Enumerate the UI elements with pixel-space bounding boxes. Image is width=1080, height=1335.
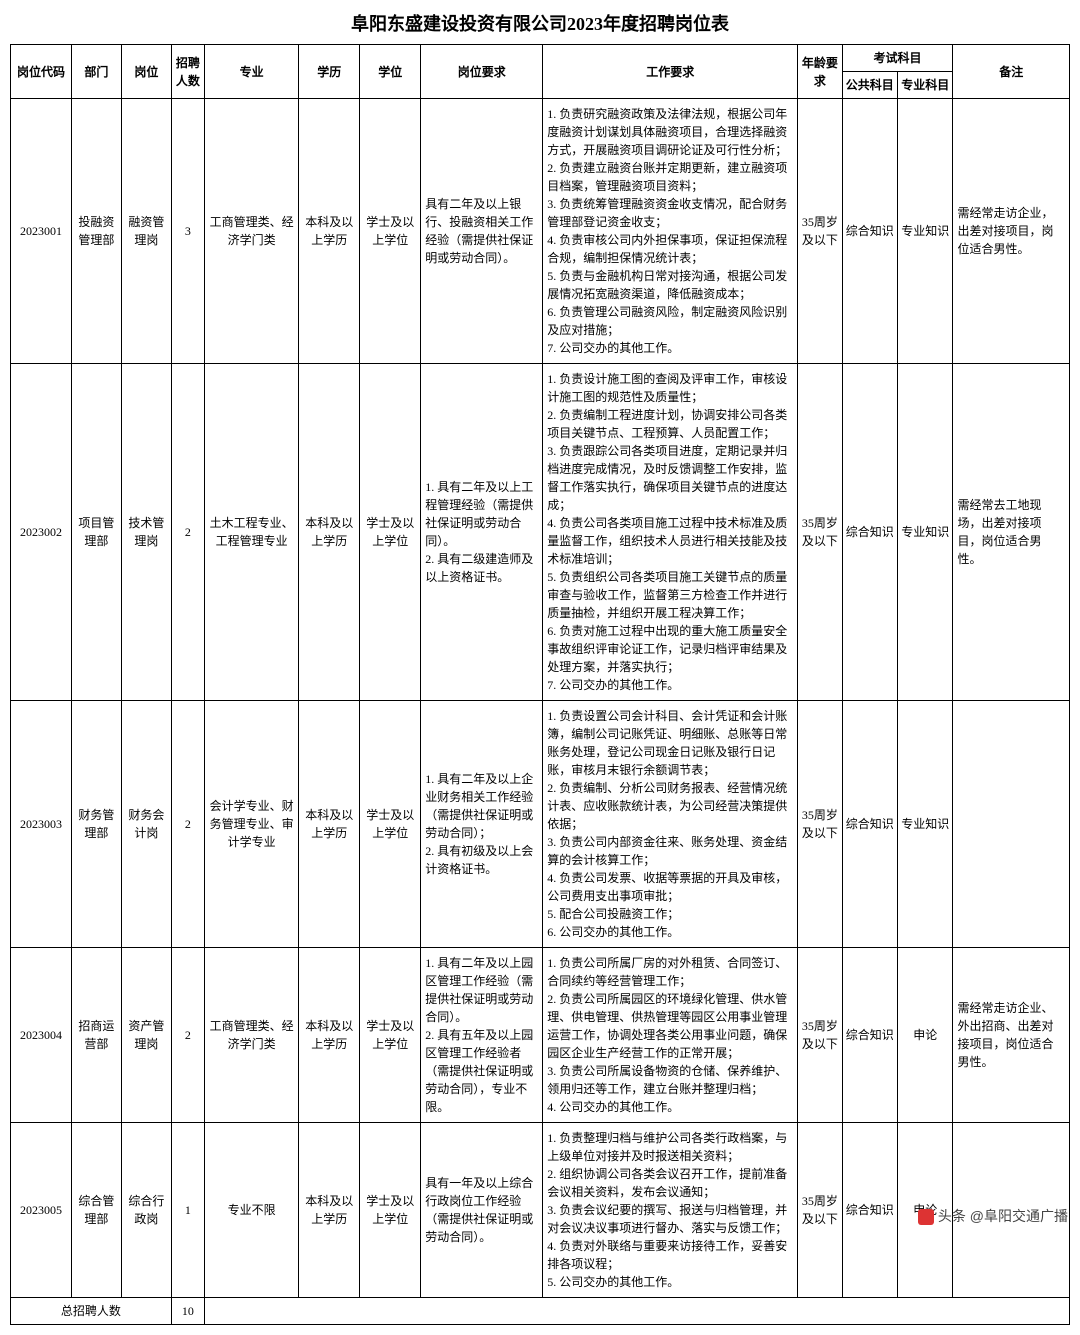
watermark: 头条 @阜阳交通广播 <box>918 1206 1068 1226</box>
cell-exam2: 申论 <box>898 948 953 1123</box>
cell-post: 资产管理岗 <box>121 948 171 1123</box>
cell-workReq: 1. 负责研究融资政策及法律法规，根据公司年度融资计划谋划具体融资项目，合理选择… <box>543 99 798 364</box>
cell-code: 2023001 <box>11 99 72 364</box>
recruitment-table: 岗位代码 部门 岗位 招聘人数 专业 学历 学位 岗位要求 工作要求 年龄要求 … <box>10 44 1070 1325</box>
cell-postReq: 1. 具有二年及以上企业财务相关工作经验（需提供社保证明或劳动合同）； 2. 具… <box>421 701 543 948</box>
cell-age: 35周岁及以下 <box>798 99 842 364</box>
cell-post: 财务会计岗 <box>121 701 171 948</box>
cell-workReq: 1. 负责设计施工图的查阅及评审工作，审核设计施工图的规范性及质量性； 2. 负… <box>543 364 798 701</box>
col-dept: 部门 <box>71 45 121 99</box>
cell-age: 35周岁及以下 <box>798 364 842 701</box>
col-code: 岗位代码 <box>11 45 72 99</box>
col-post: 岗位 <box>121 45 171 99</box>
col-workreq: 工作要求 <box>543 45 798 99</box>
cell-major: 会计学专业、财务管理专业、审计学专业 <box>205 701 299 948</box>
watermark-icon <box>918 1209 934 1225</box>
col-remark: 备注 <box>953 45 1070 99</box>
cell-workReq: 1. 负责设置公司会计科目、会计凭证和会计账簿，编制公司记账凭证、明细账、总账等… <box>543 701 798 948</box>
cell-remark: 需经常走访企业、外出招商、出差对接项目，岗位适合男性。 <box>953 948 1070 1123</box>
cell-exam1: 综合知识 <box>842 948 897 1123</box>
cell-count: 2 <box>171 364 204 701</box>
col-degree: 学位 <box>360 45 421 99</box>
table-row: 2023005综合管理部综合行政岗1专业不限本科及以上学历学士及以上学位具有一年… <box>11 1123 1070 1298</box>
cell-exam2: 专业知识 <box>898 701 953 948</box>
cell-code: 2023002 <box>11 364 72 701</box>
cell-major: 土木工程专业、工程管理专业 <box>205 364 299 701</box>
cell-exam1: 综合知识 <box>842 1123 897 1298</box>
table-row: 2023001投融资管理部融资管理岗3工商管理类、经济学门类本科及以上学历学士及… <box>11 99 1070 364</box>
cell-remark: 需经常走访企业，出差对接项目，岗位适合男性。 <box>953 99 1070 364</box>
cell-dept: 综合管理部 <box>71 1123 121 1298</box>
cell-dept: 财务管理部 <box>71 701 121 948</box>
cell-postReq: 1. 具有二年及以上园区管理工作经验（需提供社保证明或劳动合同）。 2. 具有五… <box>421 948 543 1123</box>
cell-postReq: 1. 具有二年及以上工程管理经验（需提供社保证明或劳动合同）。 2. 具有二级建… <box>421 364 543 701</box>
footer-blank <box>205 1298 1070 1325</box>
cell-remark <box>953 701 1070 948</box>
cell-dept: 招商运营部 <box>71 948 121 1123</box>
col-exam: 考试科目 <box>842 45 953 72</box>
col-exam1: 公共科目 <box>842 72 897 99</box>
col-edu: 学历 <box>299 45 360 99</box>
col-age: 年龄要求 <box>798 45 842 99</box>
cell-post: 融资管理岗 <box>121 99 171 364</box>
cell-edu: 本科及以上学历 <box>299 948 360 1123</box>
page-title: 阜阳东盛建设投资有限公司2023年度招聘岗位表 <box>10 10 1070 36</box>
col-postreq: 岗位要求 <box>421 45 543 99</box>
cell-count: 2 <box>171 948 204 1123</box>
cell-age: 35周岁及以下 <box>798 1123 842 1298</box>
cell-edu: 本科及以上学历 <box>299 99 360 364</box>
col-exam2: 专业科目 <box>898 72 953 99</box>
cell-exam1: 综合知识 <box>842 364 897 701</box>
cell-degree: 学士及以上学位 <box>360 948 421 1123</box>
cell-major: 工商管理类、经济学门类 <box>205 948 299 1123</box>
cell-dept: 项目管理部 <box>71 364 121 701</box>
cell-exam1: 综合知识 <box>842 701 897 948</box>
cell-exam2: 专业知识 <box>898 99 953 364</box>
cell-remark: 需经常去工地现场，出差对接项目，岗位适合男性。 <box>953 364 1070 701</box>
cell-count: 1 <box>171 1123 204 1298</box>
cell-age: 35周岁及以下 <box>798 948 842 1123</box>
cell-degree: 学士及以上学位 <box>360 1123 421 1298</box>
cell-edu: 本科及以上学历 <box>299 364 360 701</box>
cell-count: 2 <box>171 701 204 948</box>
cell-dept: 投融资管理部 <box>71 99 121 364</box>
table-row: 2023003财务管理部财务会计岗2会计学专业、财务管理专业、审计学专业本科及以… <box>11 701 1070 948</box>
cell-edu: 本科及以上学历 <box>299 1123 360 1298</box>
cell-post: 综合行政岗 <box>121 1123 171 1298</box>
cell-code: 2023004 <box>11 948 72 1123</box>
cell-age: 35周岁及以下 <box>798 701 842 948</box>
cell-edu: 本科及以上学历 <box>299 701 360 948</box>
cell-postReq: 具有二年及以上银行、投融资相关工作经验（需提供社保证明或劳动合同）。 <box>421 99 543 364</box>
cell-major: 工商管理类、经济学门类 <box>205 99 299 364</box>
cell-code: 2023005 <box>11 1123 72 1298</box>
col-count: 招聘人数 <box>171 45 204 99</box>
footer-total: 10 <box>171 1298 204 1325</box>
cell-post: 技术管理岗 <box>121 364 171 701</box>
cell-workReq: 1. 负责公司所属厂房的对外租赁、合同签订、合同续约等经营管理工作； 2. 负责… <box>543 948 798 1123</box>
table-row: 2023002项目管理部技术管理岗2土木工程专业、工程管理专业本科及以上学历学士… <box>11 364 1070 701</box>
cell-exam1: 综合知识 <box>842 99 897 364</box>
cell-postReq: 具有一年及以上综合行政岗位工作经验（需提供社保证明或劳动合同）。 <box>421 1123 543 1298</box>
cell-degree: 学士及以上学位 <box>360 99 421 364</box>
cell-degree: 学士及以上学位 <box>360 701 421 948</box>
cell-count: 3 <box>171 99 204 364</box>
cell-code: 2023003 <box>11 701 72 948</box>
table-row: 2023004招商运营部资产管理岗2工商管理类、经济学门类本科及以上学历学士及以… <box>11 948 1070 1123</box>
cell-major: 专业不限 <box>205 1123 299 1298</box>
cell-exam2: 专业知识 <box>898 364 953 701</box>
cell-workReq: 1. 负责整理归档与维护公司各类行政档案，与上级单位对接并及时报送相关资料； 2… <box>543 1123 798 1298</box>
col-major: 专业 <box>205 45 299 99</box>
footer-label: 总招聘人数 <box>11 1298 172 1325</box>
watermark-text: 头条 @阜阳交通广播 <box>938 1208 1068 1224</box>
cell-degree: 学士及以上学位 <box>360 364 421 701</box>
